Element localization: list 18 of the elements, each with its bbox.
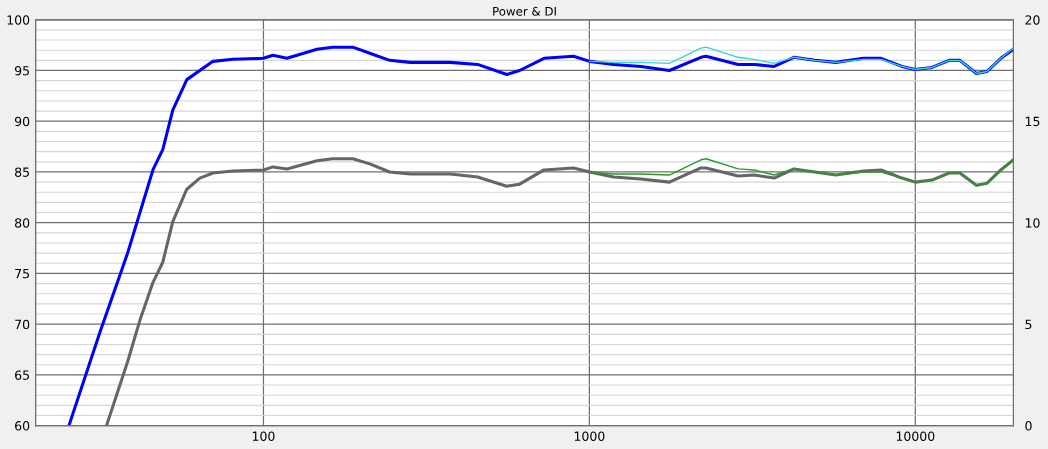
x-tick-label: 100 xyxy=(252,431,275,441)
x-tick-label: 10000 xyxy=(896,431,935,441)
y2-tick-label: 20 xyxy=(1025,15,1040,25)
y-tick-label: 65 xyxy=(15,370,29,380)
y2-tick-label: 10 xyxy=(1025,218,1040,228)
y2-tick-label: 15 xyxy=(1025,116,1040,127)
y2-tick-label: 0 xyxy=(1025,421,1032,431)
y2-tick-label: 5 xyxy=(1025,319,1032,330)
y-tick-label: 90 xyxy=(14,116,30,127)
x-tick-label: 1000 xyxy=(574,431,605,441)
y-tick-label: 95 xyxy=(14,65,29,76)
chart-title: Power & DI xyxy=(493,6,556,16)
y-tick-label: 75 xyxy=(15,269,29,279)
y-tick-label: 80 xyxy=(15,218,30,228)
y-tick-label: 70 xyxy=(15,319,30,330)
y-tick-label: 60 xyxy=(15,421,30,431)
y-tick-label: 85 xyxy=(15,167,29,177)
y-tick-label: 100 xyxy=(7,15,30,25)
